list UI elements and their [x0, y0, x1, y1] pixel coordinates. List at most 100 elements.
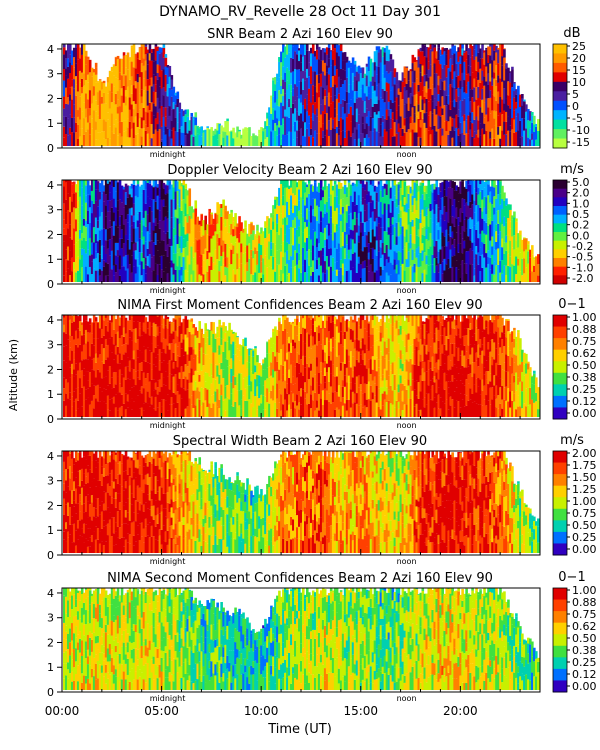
data-cell — [214, 128, 217, 135]
data-cell — [305, 184, 309, 188]
data-cell — [146, 127, 150, 134]
data-cell — [294, 227, 297, 235]
data-cell — [451, 54, 454, 65]
data-cell — [443, 180, 446, 190]
data-cell — [477, 264, 480, 283]
data-cell — [210, 347, 213, 364]
data-cell — [471, 219, 474, 228]
data-cell — [260, 255, 263, 262]
data-cell — [158, 360, 162, 371]
data-cell — [170, 120, 174, 131]
data-cell — [194, 390, 198, 406]
data-cell — [401, 249, 405, 264]
data-cell — [282, 52, 285, 67]
data-cell — [182, 238, 186, 249]
data-cell — [385, 82, 389, 92]
data-cell — [367, 56, 371, 72]
data-cell — [120, 185, 124, 203]
data-cell — [443, 80, 446, 91]
data-cell — [379, 136, 383, 147]
data-cell — [266, 118, 269, 126]
data-cell — [268, 227, 271, 234]
data-cell — [70, 336, 74, 351]
data-cell — [82, 368, 86, 376]
data-cell — [86, 388, 90, 398]
data-cell — [64, 68, 68, 76]
data-cell — [343, 240, 347, 249]
data-cell — [365, 246, 369, 257]
data-cell — [307, 88, 311, 101]
data-cell — [341, 275, 345, 283]
data-cell — [363, 268, 367, 283]
data-cell — [323, 261, 327, 274]
data-cell — [172, 199, 176, 209]
data-cell — [168, 87, 172, 107]
data-cell — [136, 184, 140, 198]
data-cell — [268, 339, 271, 354]
data-cell — [78, 321, 82, 331]
data-cell — [284, 234, 287, 253]
data-cell — [411, 82, 415, 97]
data-cell — [112, 65, 116, 76]
data-cell — [100, 229, 104, 246]
data-cell — [238, 267, 241, 283]
data-cell — [128, 401, 132, 418]
data-cell — [313, 270, 317, 283]
data-cell — [387, 188, 391, 205]
data-cell — [272, 108, 275, 120]
data-cell — [387, 275, 391, 283]
data-cell — [511, 87, 514, 103]
data-cell — [194, 125, 198, 136]
data-cell — [302, 70, 305, 79]
data-cell — [174, 180, 178, 192]
data-cell — [120, 394, 124, 407]
data-cell — [495, 185, 498, 199]
data-cell — [176, 346, 180, 356]
data-cell — [292, 96, 295, 104]
data-cell — [216, 242, 219, 260]
data-cell — [280, 125, 283, 139]
data-cell — [403, 86, 407, 105]
data-cell — [64, 58, 68, 69]
data-cell — [393, 269, 397, 283]
data-cell — [343, 194, 347, 209]
data-cell — [497, 91, 500, 104]
data-cell — [519, 94, 522, 107]
data-cell — [329, 96, 333, 104]
data-cell — [194, 252, 198, 264]
data-cell — [288, 343, 291, 352]
data-cell — [509, 221, 512, 229]
data-cell — [509, 108, 512, 126]
data-cell — [76, 59, 80, 77]
data-cell — [349, 99, 353, 107]
data-cell — [88, 195, 92, 208]
data-cell — [413, 272, 417, 283]
data-cell — [351, 239, 355, 254]
data-cell — [84, 389, 88, 400]
data-cell — [435, 114, 439, 132]
data-cell — [116, 256, 120, 270]
data-cell — [278, 235, 281, 250]
data-cell — [146, 182, 150, 197]
data-cell — [493, 72, 496, 79]
data-cell — [66, 104, 70, 119]
data-cell — [403, 104, 407, 119]
data-cell — [296, 69, 299, 87]
data-cell — [226, 118, 229, 122]
data-cell — [365, 204, 369, 222]
data-cell — [317, 133, 321, 147]
colorbar-swatch — [553, 62, 567, 73]
data-cell — [224, 210, 227, 219]
data-cell — [405, 259, 409, 268]
data-cell — [313, 86, 317, 103]
data-cell — [182, 185, 186, 200]
data-cell — [200, 328, 204, 333]
data-cell — [381, 254, 385, 270]
data-cell — [126, 407, 130, 418]
data-cell — [222, 264, 225, 283]
data-cell — [108, 239, 112, 256]
data-cell — [284, 328, 287, 345]
data-cell — [248, 348, 251, 356]
data-cell — [184, 135, 188, 147]
data-cell — [278, 389, 281, 403]
